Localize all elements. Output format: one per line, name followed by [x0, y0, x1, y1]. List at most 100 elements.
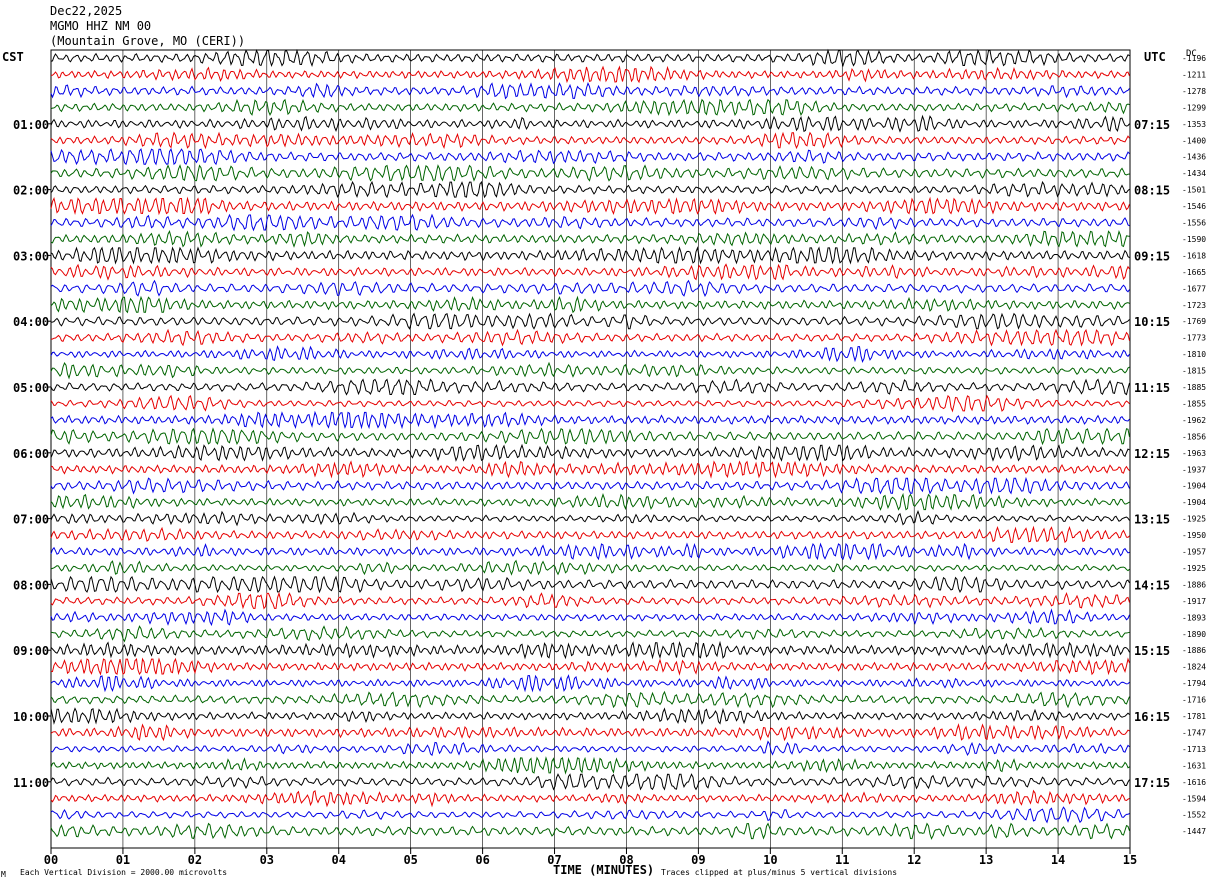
dc-offset-label: -1769 — [1182, 317, 1206, 326]
utc-hour-label: 16:15 — [1134, 710, 1170, 724]
utc-hour-label: 08:15 — [1134, 184, 1170, 198]
cst-hour-label: 08:00 — [13, 578, 49, 592]
dc-offset-label: -1781 — [1182, 712, 1206, 721]
dc-offset-label: -1196 — [1182, 54, 1206, 63]
dc-offset-label: -1434 — [1182, 169, 1206, 178]
dc-offset-label: -1773 — [1182, 334, 1206, 343]
dc-offset-label: -1436 — [1182, 153, 1206, 162]
right-timezone-label: UTC — [1144, 50, 1166, 64]
cst-hour-label: 11:00 — [13, 776, 49, 790]
seismic-trace — [50, 98, 1130, 117]
dc-offset-label: -1552 — [1182, 811, 1206, 820]
x-tick-label: 12 — [907, 853, 921, 867]
utc-hour-label: 10:15 — [1134, 315, 1170, 329]
cst-hour-label: 02:00 — [13, 184, 49, 198]
cst-hour-label: 09:00 — [13, 644, 49, 658]
utc-hour-label: 17:15 — [1134, 776, 1170, 790]
seismic-trace — [50, 279, 1130, 297]
seismic-trace — [50, 773, 1130, 791]
dc-offset-label: -1962 — [1182, 416, 1206, 425]
seismic-trace — [50, 427, 1130, 446]
x-tick-label: 14 — [1051, 853, 1065, 867]
seismic-trace — [50, 575, 1130, 594]
seismic-trace — [50, 246, 1130, 265]
x-tick-label: 04 — [332, 853, 346, 867]
dc-offset-label: -1546 — [1182, 202, 1206, 211]
dc-offset-label: -1917 — [1182, 597, 1206, 606]
dc-offset-label: -1950 — [1182, 531, 1206, 540]
dc-offset-label: -1856 — [1182, 432, 1206, 441]
dc-offset-label: -1278 — [1182, 87, 1206, 96]
cst-hour-label: 06:00 — [13, 447, 49, 461]
seismic-trace — [50, 213, 1130, 232]
x-tick-label: 00 — [44, 853, 58, 867]
dc-offset-label: -1747 — [1182, 728, 1206, 737]
seismic-trace — [50, 378, 1130, 396]
utc-hour-label: 09:15 — [1134, 249, 1170, 263]
dc-offset-label: -1556 — [1182, 219, 1206, 228]
seismic-trace — [51, 312, 1130, 330]
x-tick-label: 10 — [763, 853, 777, 867]
seismic-trace — [50, 164, 1130, 182]
x-tick-label: 02 — [188, 853, 202, 867]
dc-offset-label: -1794 — [1182, 679, 1206, 688]
dc-offset-label: -1299 — [1182, 103, 1206, 112]
dc-offset-label: -1815 — [1182, 367, 1206, 376]
utc-hour-label: 11:15 — [1134, 381, 1170, 395]
header-station: MGMO HHZ NM 00 — [50, 19, 152, 33]
seismic-trace — [50, 82, 1130, 100]
seismic-trace — [50, 48, 1130, 68]
dc-offset-label: -1855 — [1182, 399, 1206, 408]
cst-hour-label: 03:00 — [13, 249, 49, 263]
dc-offset-label: -1893 — [1182, 613, 1206, 622]
utc-hour-label: 07:15 — [1134, 118, 1170, 132]
utc-hour-label: 15:15 — [1134, 644, 1170, 658]
scale-note: Each Vertical Division = 2000.00 microvo… — [20, 868, 228, 877]
dc-offset-label: -1665 — [1182, 268, 1206, 277]
seismic-trace — [50, 460, 1130, 479]
seismic-trace — [50, 640, 1130, 660]
dc-offset-label: -1616 — [1182, 778, 1206, 787]
x-tick-label: 09 — [691, 853, 705, 867]
cst-hour-label: 04:00 — [13, 315, 49, 329]
dc-offset-label: -1400 — [1182, 136, 1206, 145]
dc-offset-label: -1501 — [1182, 186, 1206, 195]
dc-offset-label: -1886 — [1182, 580, 1206, 589]
dc-offset-label: -1925 — [1182, 515, 1206, 524]
dc-offset-label: -1723 — [1182, 301, 1206, 310]
dc-offset-label: -1885 — [1182, 383, 1206, 392]
seismic-trace — [50, 263, 1130, 281]
header-location: (Mountain Grove, MO (CERI)) — [50, 34, 246, 48]
seismic-trace — [50, 180, 1130, 199]
seismic-trace — [50, 131, 1130, 150]
seismic-trace — [50, 147, 1130, 166]
x-tick-label: 13 — [979, 853, 993, 867]
seismic-trace — [50, 509, 1130, 527]
seismic-trace — [50, 674, 1130, 693]
dc-offset-label: -1618 — [1182, 251, 1206, 260]
seismic-trace — [50, 410, 1130, 430]
seismic-trace — [50, 806, 1130, 824]
dc-offset-label: -1824 — [1182, 663, 1206, 672]
dc-offset-label: -1904 — [1182, 498, 1206, 507]
seismic-trace — [50, 723, 1130, 742]
clip-note: Traces clipped at plus/minus 5 vertical … — [661, 868, 898, 877]
seismic-trace — [50, 114, 1130, 133]
seismic-trace — [50, 443, 1130, 462]
seismic-trace — [50, 591, 1130, 610]
x-tick-label: 06 — [475, 853, 489, 867]
utc-hour-label: 13:15 — [1134, 513, 1170, 527]
cst-hour-label: 10:00 — [13, 710, 49, 724]
dc-offset-label: -1594 — [1182, 794, 1206, 803]
dc-offset-label: -1716 — [1182, 696, 1206, 705]
cst-hour-label: 01:00 — [13, 118, 49, 132]
seismic-trace — [50, 822, 1130, 840]
seismic-trace — [50, 361, 1130, 380]
header-date: Dec22,2025 — [50, 4, 123, 18]
seismic-trace — [50, 740, 1130, 757]
dc-offset-label: -1957 — [1182, 548, 1206, 557]
seismic-trace — [50, 476, 1130, 495]
utc-hour-label: 12:15 — [1134, 447, 1170, 461]
dc-offset-label: -1937 — [1182, 465, 1206, 474]
seismic-trace — [50, 559, 1130, 576]
